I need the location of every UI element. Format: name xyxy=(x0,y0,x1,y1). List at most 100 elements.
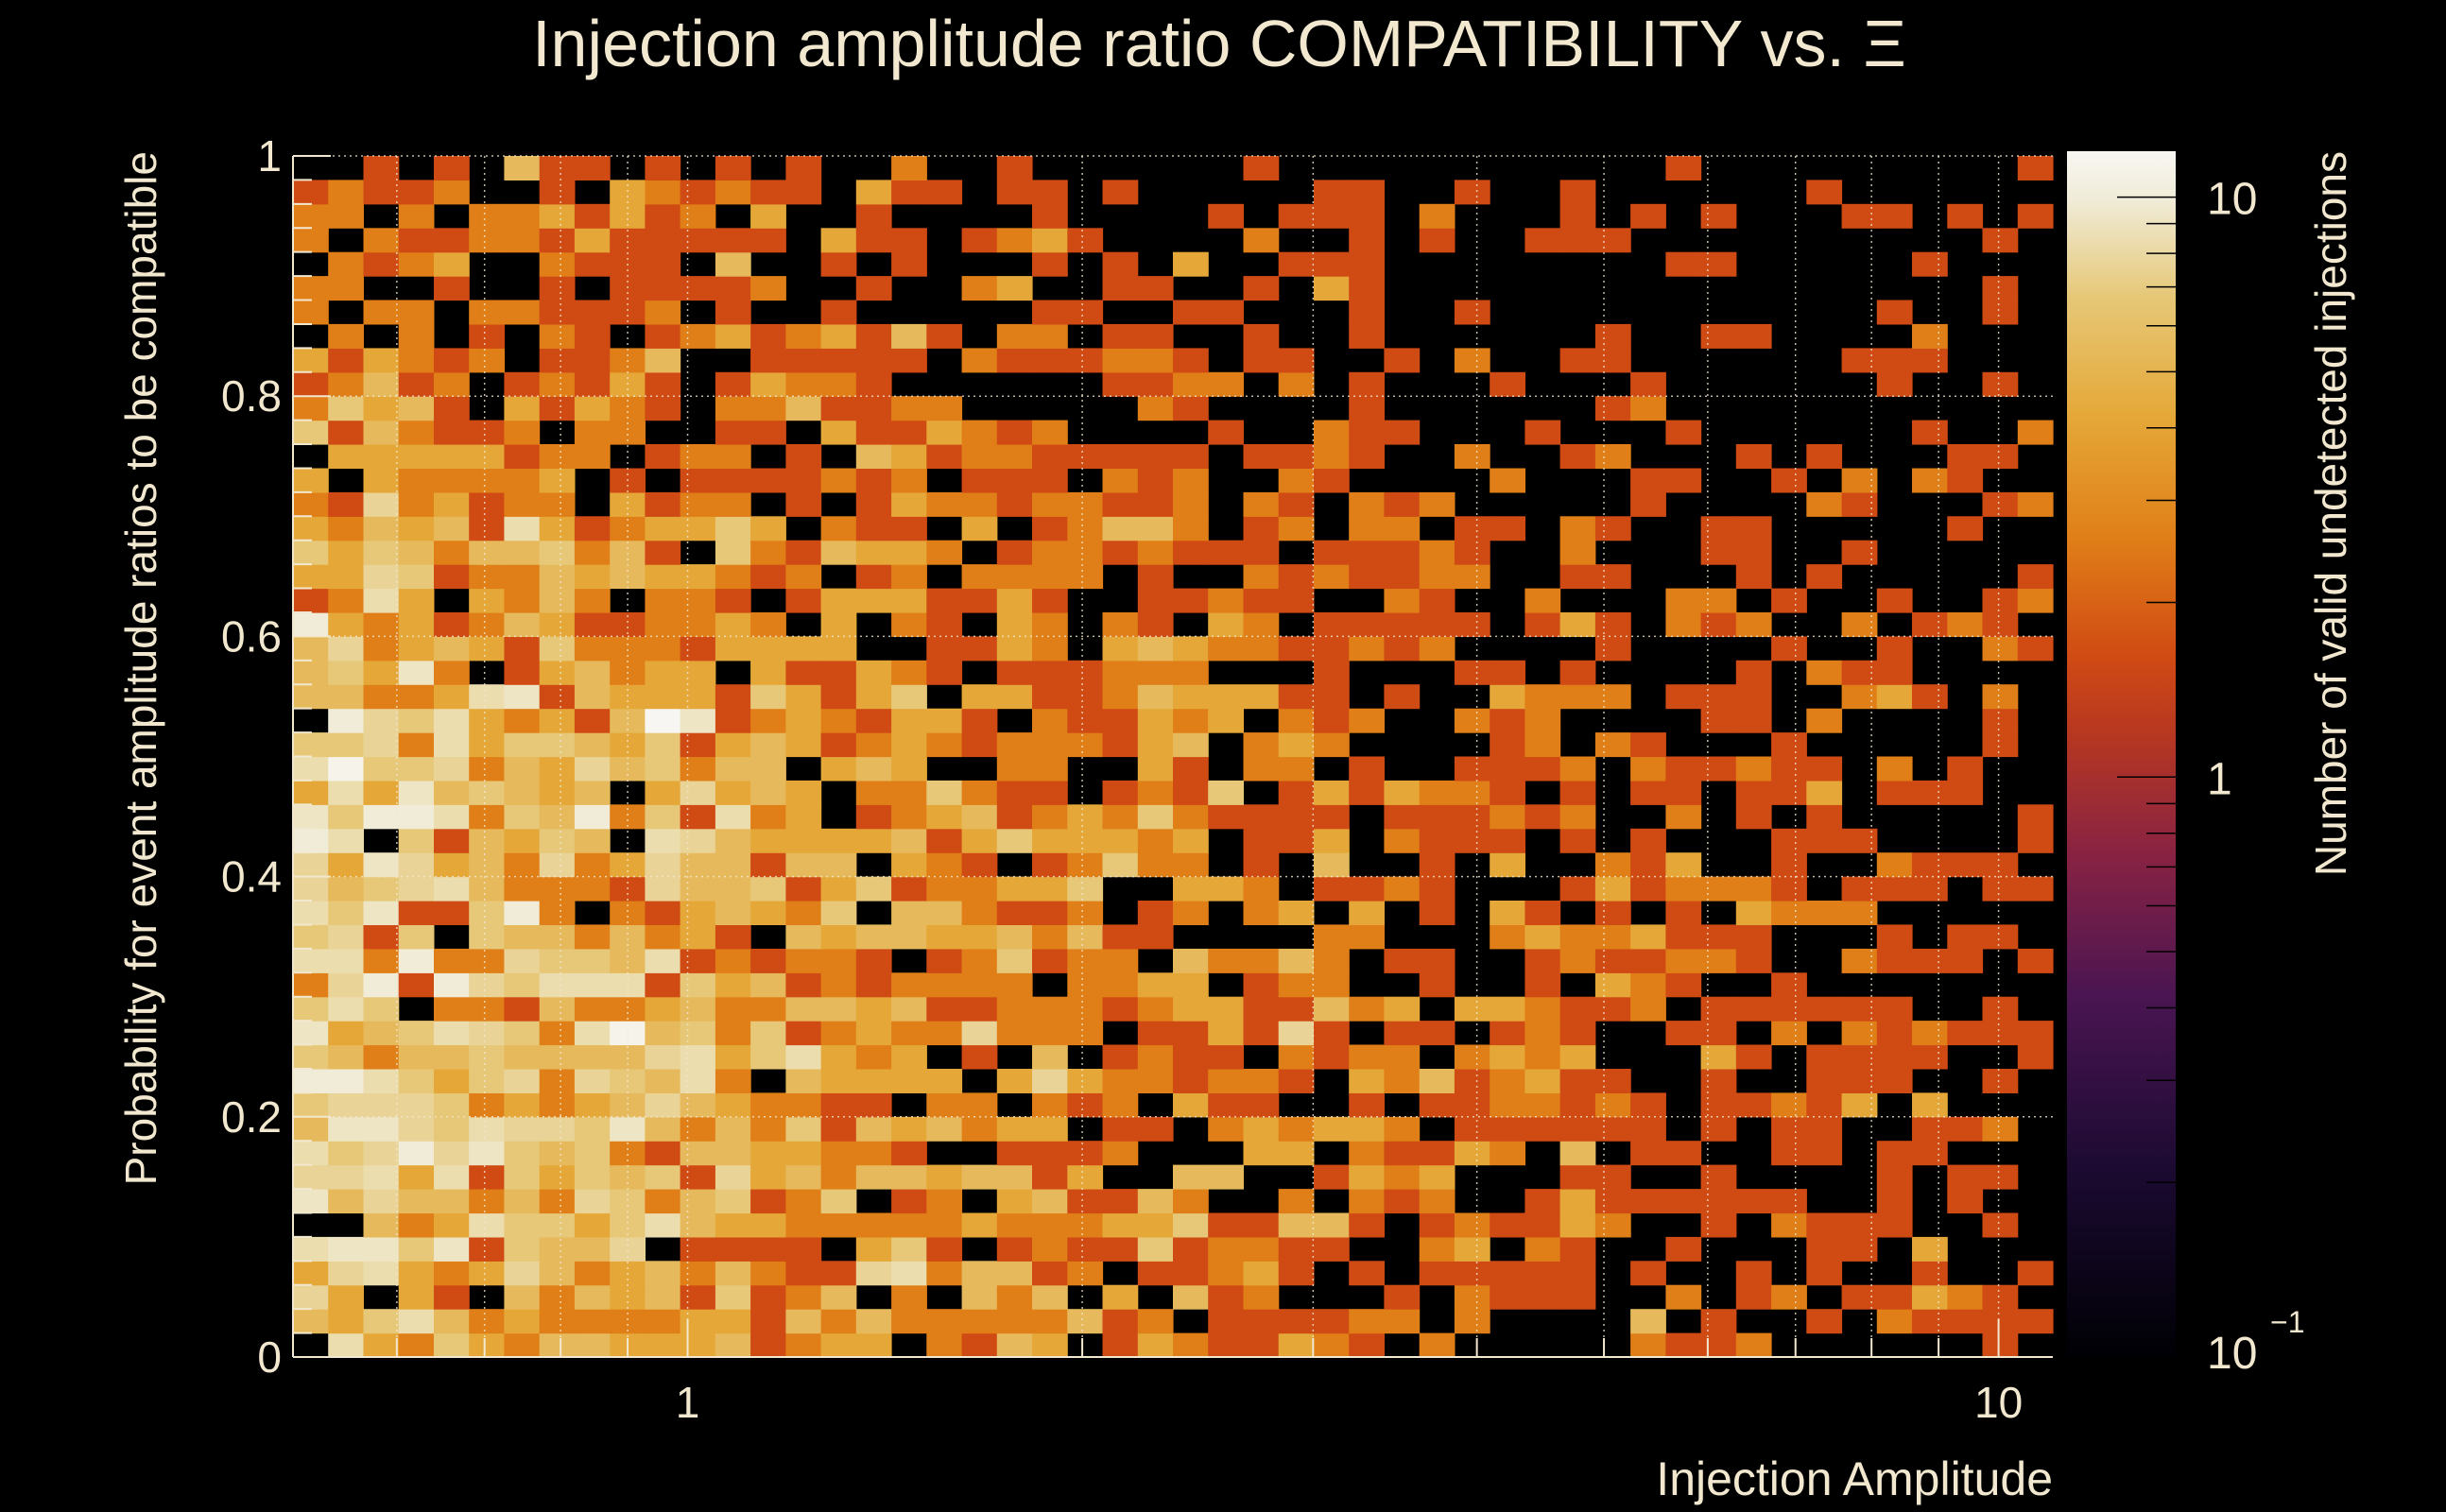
heatmap-cell xyxy=(363,516,400,541)
heatmap-cell xyxy=(1700,1212,1737,1238)
heatmap-cell xyxy=(1665,948,1702,973)
heatmap-cell xyxy=(1982,1212,2019,1238)
heatmap-cell xyxy=(1137,588,1174,613)
heatmap-cell xyxy=(328,276,364,301)
heatmap-cell xyxy=(1384,804,1421,830)
heatmap-cell xyxy=(926,852,963,878)
heatmap-cell xyxy=(1594,852,1631,878)
heatmap-cell xyxy=(363,660,400,685)
heatmap-cell xyxy=(891,1044,927,1070)
heatmap-cell xyxy=(820,1116,857,1142)
heatmap-cell xyxy=(820,1189,857,1214)
heatmap-cell xyxy=(750,876,786,902)
heatmap-cell xyxy=(1665,972,1702,998)
heatmap-cell xyxy=(820,756,857,782)
heatmap-cell xyxy=(645,396,681,421)
heatmap-cell xyxy=(855,1092,892,1118)
heatmap-cell xyxy=(1349,1141,1385,1166)
heatmap-cell xyxy=(1982,996,2019,1022)
heatmap-cell xyxy=(1454,1116,1490,1142)
heatmap-cell xyxy=(504,828,541,853)
heatmap-cell xyxy=(785,924,822,950)
heatmap-cell xyxy=(434,1332,470,1358)
heatmap-cell xyxy=(434,948,470,973)
heatmap-cell xyxy=(1243,612,1280,637)
heatmap-cell xyxy=(891,612,927,637)
heatmap-cell xyxy=(715,420,751,445)
heatmap-cell xyxy=(434,348,470,373)
heatmap-cell xyxy=(398,828,435,853)
heatmap-cell xyxy=(891,972,927,998)
heatmap-cell xyxy=(785,371,822,397)
heatmap-cell xyxy=(610,228,646,253)
heatmap-cell xyxy=(1102,804,1139,830)
heatmap-cell xyxy=(645,996,681,1022)
heatmap-cell xyxy=(820,540,857,565)
heatmap-cell xyxy=(1137,924,1174,950)
heatmap-cell xyxy=(961,876,998,902)
heatmap-cell xyxy=(645,1069,681,1093)
heatmap-cell xyxy=(434,420,470,445)
heatmap-cell xyxy=(1137,1116,1174,1142)
heatmap-cell xyxy=(328,564,364,590)
heatmap-cell xyxy=(2017,588,2054,613)
heatmap-cell xyxy=(750,756,786,782)
heatmap-cell xyxy=(1314,852,1350,878)
heatmap-cell xyxy=(1912,1284,1948,1310)
heatmap-cell xyxy=(504,444,541,469)
heatmap-cell xyxy=(750,1189,786,1214)
heatmap-cell xyxy=(750,564,786,590)
heatmap-cell xyxy=(1314,444,1350,469)
heatmap-cell xyxy=(1032,636,1068,662)
heatmap-cell xyxy=(645,612,681,637)
heatmap-cell xyxy=(996,684,1033,710)
heatmap-cell xyxy=(820,1164,857,1190)
heatmap-cell xyxy=(715,1164,751,1190)
heatmap-cell xyxy=(891,1212,927,1238)
heatmap-cell xyxy=(1137,756,1174,782)
heatmap-cell xyxy=(293,636,329,662)
heatmap-cell xyxy=(328,371,364,397)
heatmap-cell xyxy=(1349,1044,1385,1070)
heatmap-cell xyxy=(961,1164,998,1190)
heatmap-cell xyxy=(820,371,857,397)
heatmap-cell xyxy=(398,491,435,517)
heatmap-cell xyxy=(1314,1212,1350,1238)
heatmap-cell xyxy=(398,300,435,325)
heatmap-cell xyxy=(1349,1189,1385,1214)
heatmap-cell xyxy=(1700,996,1737,1022)
heatmap-cell xyxy=(926,828,963,853)
heatmap-cell xyxy=(1349,1212,1385,1238)
heatmap-cell xyxy=(1735,612,1772,637)
heatmap-cell xyxy=(1419,1164,1456,1190)
heatmap-cell xyxy=(645,371,681,397)
heatmap-cell xyxy=(996,1021,1033,1046)
heatmap-cell xyxy=(398,708,435,733)
heatmap-cells xyxy=(293,156,2054,1358)
heatmap-cell xyxy=(855,1309,892,1334)
heatmap-cell xyxy=(1384,1044,1421,1070)
heatmap-cell xyxy=(715,468,751,493)
heatmap-cell xyxy=(750,996,786,1022)
heatmap-cell xyxy=(855,996,892,1022)
heatmap-cell xyxy=(434,1069,470,1093)
heatmap-cell xyxy=(1137,1212,1174,1238)
heatmap-cell xyxy=(1771,1189,1807,1214)
heatmap-cell xyxy=(820,1332,857,1358)
heatmap-cell xyxy=(1735,1284,1772,1310)
heatmap-cell xyxy=(574,156,611,180)
heatmap-cell xyxy=(750,420,786,445)
heatmap-cell xyxy=(1137,396,1174,421)
heatmap-cell xyxy=(1173,1164,1209,1190)
heatmap-cell xyxy=(1137,804,1174,830)
heatmap-cell xyxy=(961,1116,998,1142)
heatmap-cell xyxy=(328,780,364,805)
heatmap-cell xyxy=(1032,1212,1068,1238)
heatmap-cell xyxy=(1454,1069,1490,1093)
heatmap-cell xyxy=(785,180,822,205)
heatmap-cell xyxy=(855,516,892,541)
heatmap-cell xyxy=(1700,612,1737,637)
heatmap-cell xyxy=(574,1116,611,1142)
heatmap-cell xyxy=(891,564,927,590)
heatmap-cell xyxy=(1594,876,1631,902)
